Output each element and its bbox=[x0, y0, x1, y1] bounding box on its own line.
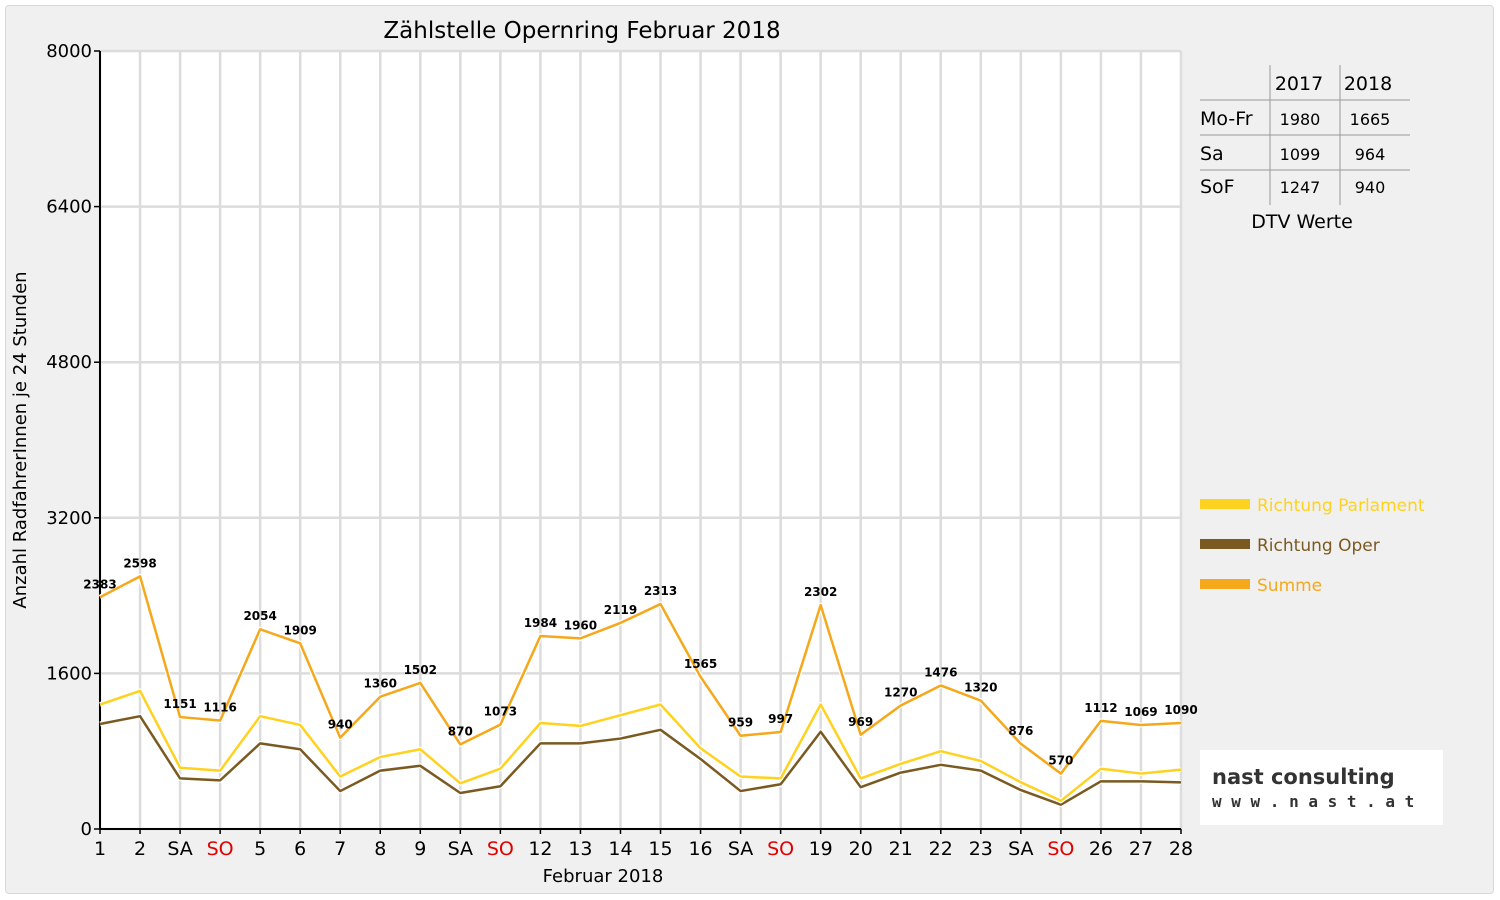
data-label: 1151 bbox=[163, 697, 196, 711]
data-label: 1116 bbox=[203, 700, 236, 714]
dtv-value: 940 bbox=[1355, 178, 1386, 197]
dtv-value: 1980 bbox=[1280, 110, 1321, 129]
dtv-value: 1099 bbox=[1280, 145, 1321, 164]
y-tick-label: 1600 bbox=[46, 663, 92, 684]
y-axis-label: Anzahl RadfahrerInnen je 24 Stunden bbox=[10, 271, 31, 608]
data-label: 1502 bbox=[404, 663, 437, 677]
dtv-table: 2017 2018 Mo-Fr 1980 1665 Sa 1099 964 So… bbox=[1200, 65, 1410, 233]
data-label: 2119 bbox=[604, 603, 637, 617]
x-tick-label: 9 bbox=[414, 838, 426, 860]
dtv-header-2017: 2017 bbox=[1275, 73, 1323, 95]
dtv-row-label: Mo-Fr bbox=[1200, 108, 1253, 130]
dtv-row-label: SoF bbox=[1200, 176, 1235, 198]
series-line bbox=[99, 575, 1182, 775]
x-tick-label: 16 bbox=[688, 838, 712, 860]
data-label: 1069 bbox=[1124, 705, 1157, 719]
y-tick-label: 6400 bbox=[46, 197, 92, 218]
x-tick-label: 6 bbox=[294, 838, 306, 860]
chart-title: Zählstelle Opernring Februar 2018 bbox=[383, 18, 780, 44]
x-tick-label: 7 bbox=[334, 838, 346, 860]
data-label: 1090 bbox=[1164, 703, 1197, 717]
data-label: 1320 bbox=[964, 681, 997, 695]
y-tick-label: 0 bbox=[81, 819, 92, 840]
legend-label: Summe bbox=[1257, 576, 1322, 596]
series-lines bbox=[98, 573, 1182, 808]
y-tick-label: 4800 bbox=[46, 352, 92, 373]
data-label: 1476 bbox=[924, 665, 957, 679]
data-label: 940 bbox=[328, 718, 353, 732]
dtv-header-2018: 2018 bbox=[1344, 73, 1392, 95]
dtv-caption: DTV Werte bbox=[1251, 211, 1353, 233]
data-label: 1270 bbox=[884, 685, 917, 699]
y-tick-label: 3200 bbox=[46, 508, 92, 529]
x-tick-label: SA bbox=[1008, 838, 1033, 860]
x-tick-label: 14 bbox=[608, 838, 632, 860]
x-tick-label: 2 bbox=[134, 838, 146, 860]
data-label: 1112 bbox=[1084, 701, 1117, 715]
x-tick-label: SO bbox=[767, 838, 794, 860]
x-tick-label: 27 bbox=[1129, 838, 1153, 860]
x-axis-label: Februar 2018 bbox=[543, 866, 664, 887]
x-tick-label: SO bbox=[1047, 838, 1074, 860]
data-label: 570 bbox=[1048, 754, 1073, 768]
legend-swatch bbox=[1200, 539, 1250, 549]
x-tick-label: 23 bbox=[969, 838, 993, 860]
dtv-value: 1247 bbox=[1280, 178, 1321, 197]
x-tick-label: 20 bbox=[849, 838, 873, 860]
x-tick-label: 26 bbox=[1089, 838, 1113, 860]
legend-swatch bbox=[1200, 579, 1250, 589]
x-tick-label: 12 bbox=[528, 838, 552, 860]
data-label: 1073 bbox=[484, 705, 517, 719]
x-tick-label: 15 bbox=[648, 838, 672, 860]
data-label: 870 bbox=[448, 724, 473, 738]
dtv-row-label: Sa bbox=[1200, 143, 1224, 165]
dtv-value: 1665 bbox=[1350, 110, 1391, 129]
x-tick-label: 8 bbox=[374, 838, 386, 860]
x-tick-label: SA bbox=[448, 838, 473, 860]
data-label: 2054 bbox=[243, 609, 276, 623]
x-ticks: 1 2 SA SO 5 6 7 8 9 SA SO 12 13 14 15 16 SA SO 19 20 21 22 23 S… bbox=[94, 829, 1193, 860]
data-label: 1565 bbox=[684, 657, 717, 671]
x-tick-label: SO bbox=[487, 838, 514, 860]
plot-area bbox=[100, 51, 1181, 829]
y-tick-label: 8000 bbox=[46, 41, 92, 62]
data-label: 2302 bbox=[804, 585, 837, 599]
data-label: 1360 bbox=[364, 677, 397, 691]
data-label: 959 bbox=[728, 716, 753, 730]
x-tick-label: SA bbox=[728, 838, 753, 860]
x-tick-label: SA bbox=[167, 838, 192, 860]
data-label: 997 bbox=[768, 712, 793, 726]
logo-url: w w w . n a s t . a t bbox=[1212, 792, 1414, 811]
x-tick-label: 28 bbox=[1169, 838, 1193, 860]
axes bbox=[99, 51, 1181, 830]
data-label: 2598 bbox=[123, 556, 156, 570]
nast-logo: nast consulting w w w . n a s t . a t bbox=[1200, 750, 1443, 825]
legend: Richtung Parlament Richtung Oper Summe bbox=[1200, 496, 1425, 596]
legend-swatch bbox=[1200, 499, 1250, 509]
data-label: 2313 bbox=[644, 584, 677, 598]
data-label: 1960 bbox=[564, 618, 597, 632]
data-label: 876 bbox=[1008, 724, 1033, 738]
data-label: 1909 bbox=[283, 623, 316, 637]
data-label: 2383 bbox=[83, 577, 116, 591]
legend-label: Richtung Parlament bbox=[1257, 496, 1425, 516]
logo-text: nast consulting bbox=[1212, 765, 1395, 789]
data-label: 969 bbox=[848, 715, 873, 729]
dtv-value: 964 bbox=[1355, 145, 1386, 164]
legend-label: Richtung Oper bbox=[1257, 536, 1380, 556]
x-tick-label: SO bbox=[207, 838, 234, 860]
x-tick-label: 5 bbox=[254, 838, 266, 860]
data-labels: 2383 2598 1151 1116 2054 1909 940 1360 1502 870 10… bbox=[83, 556, 1197, 767]
x-tick-label: 1 bbox=[94, 838, 106, 860]
data-label: 1984 bbox=[524, 616, 557, 630]
series-line bbox=[99, 714, 1182, 806]
x-tick-label: 21 bbox=[889, 838, 913, 860]
x-tick-label: 13 bbox=[568, 838, 592, 860]
x-tick-label: 19 bbox=[809, 838, 833, 860]
series-line bbox=[99, 689, 1182, 803]
x-tick-label: 22 bbox=[929, 838, 953, 860]
grid bbox=[98, 49, 1183, 831]
y-ticks: 0 1600 3200 4800 6400 8000 bbox=[46, 41, 100, 840]
